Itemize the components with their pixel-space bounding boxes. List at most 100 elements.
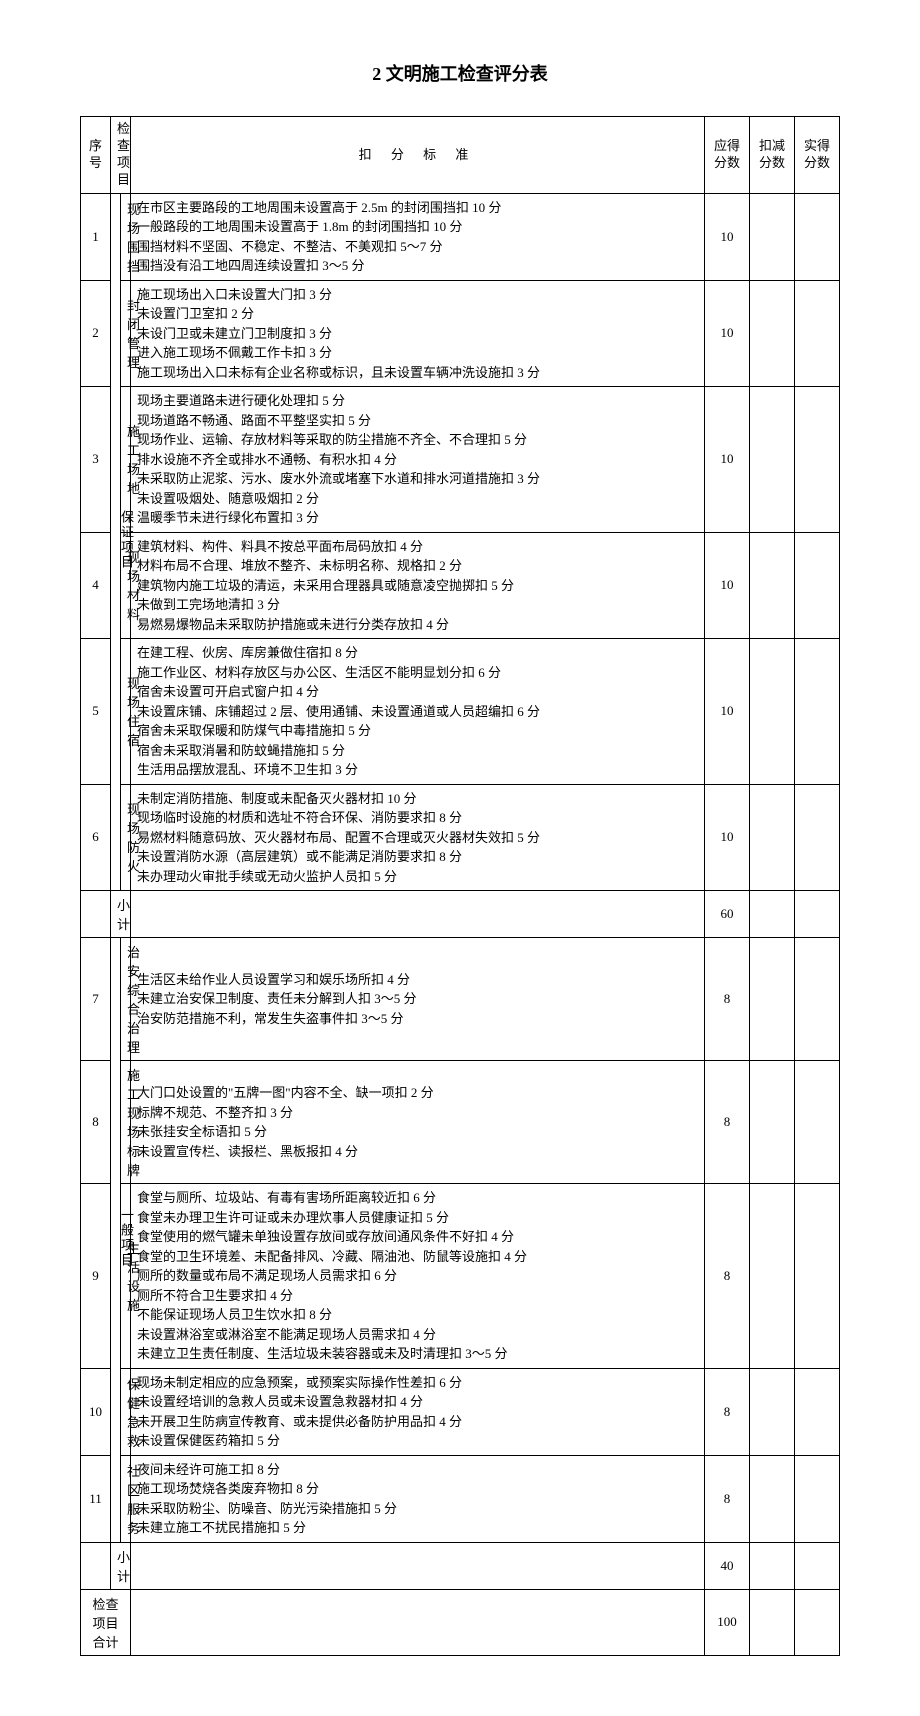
row-item: 现场围挡 xyxy=(121,193,131,280)
row-criteria: 未制定消防措施、制度或未配备灭火器材扣 10 分 现场临时设施的材质和选址不符合… xyxy=(131,784,705,891)
row-criteria: 生活区未给作业人员设置学习和娱乐场所扣 4 分 未建立治安保卫制度、责任未分解到… xyxy=(131,938,705,1061)
table-row: 3 施工场地 现场主要道路未进行硬化处理扣 5 分 现场道路不畅通、路面不平整坚… xyxy=(81,387,840,533)
total-actual xyxy=(795,1589,840,1655)
table-row: 1 保证项目 现场围挡 在市区主要路段的工地周围未设置高于 2.5m 的封闭围挡… xyxy=(81,193,840,280)
row-seq: 10 xyxy=(81,1368,111,1455)
row-actual xyxy=(795,1184,840,1369)
header-row: 序号 检查项目 扣 分 标 准 应得分数 扣减分数 实得分数 xyxy=(81,117,840,194)
row-criteria: 夜间未经许可施工扣 8 分 施工现场焚烧各类废弃物扣 8 分 未采取防粉尘、防噪… xyxy=(131,1455,705,1542)
row-seq: 7 xyxy=(81,938,111,1061)
row-deduct xyxy=(750,193,795,280)
row-deduct xyxy=(750,387,795,533)
table-row: 5 现场住宿 在建工程、伙房、库房兼做住宿扣 8 分 施工作业区、材料存放区与办… xyxy=(81,639,840,785)
row-score: 8 xyxy=(705,938,750,1061)
total-row: 检查项目合计 100 xyxy=(81,1589,840,1655)
row-item: 施工现场标牌 xyxy=(121,1061,131,1184)
row-score: 8 xyxy=(705,1184,750,1369)
row-actual xyxy=(795,784,840,891)
row-score: 8 xyxy=(705,1061,750,1184)
row-deduct xyxy=(750,1368,795,1455)
row-deduct xyxy=(750,1061,795,1184)
row-score: 10 xyxy=(705,193,750,280)
row-score: 10 xyxy=(705,532,750,639)
table-row: 10 保健急救 现场未制定相应的应急预案，或预案实际操作性差扣 6 分 未设置经… xyxy=(81,1368,840,1455)
subtotal-actual xyxy=(795,891,840,938)
subtotal-criteria xyxy=(131,891,705,938)
row-criteria: 食堂与厕所、垃圾站、有毒有害场所距离较近扣 6 分 食堂未办理卫生许可证或未办理… xyxy=(131,1184,705,1369)
row-actual xyxy=(795,1368,840,1455)
subtotal-label: 小计 xyxy=(111,1542,131,1589)
row-seq: 11 xyxy=(81,1455,111,1542)
row-seq: 1 xyxy=(81,193,111,280)
total-deduct xyxy=(750,1589,795,1655)
row-criteria: 现场未制定相应的应急预案，或预案实际操作性差扣 6 分 未设置经培训的急救人员或… xyxy=(131,1368,705,1455)
row-seq: 3 xyxy=(81,387,111,533)
total-criteria xyxy=(131,1589,705,1655)
table-row: 7 一般项目 治安综合治理 生活区未给作业人员设置学习和娱乐场所扣 4 分 未建… xyxy=(81,938,840,1061)
row-seq: 8 xyxy=(81,1061,111,1184)
row-deduct xyxy=(750,280,795,387)
row-actual xyxy=(795,1061,840,1184)
row-seq: 4 xyxy=(81,532,111,639)
subtotal-deduct xyxy=(750,1542,795,1589)
total-score: 100 xyxy=(705,1589,750,1655)
row-seq: 2 xyxy=(81,280,111,387)
subtotal-score: 40 xyxy=(705,1542,750,1589)
header-actual: 实得分数 xyxy=(795,117,840,194)
document-title: 2 文明施工检查评分表 xyxy=(80,60,840,86)
subtotal-deduct xyxy=(750,891,795,938)
category-general: 一般项目 xyxy=(111,938,121,1543)
table-row: 4 现场材料 建筑材料、构件、料具不按总平面布局码放扣 4 分 材料布局不合理、… xyxy=(81,532,840,639)
row-criteria: 在市区主要路段的工地周围未设置高于 2.5m 的封闭围挡扣 10 分 一般路段的… xyxy=(131,193,705,280)
row-actual xyxy=(795,280,840,387)
row-score: 10 xyxy=(705,639,750,785)
row-deduct xyxy=(750,1455,795,1542)
row-actual xyxy=(795,639,840,785)
row-item: 社区服务 xyxy=(121,1455,131,1542)
row-actual xyxy=(795,387,840,533)
subtotal-seq xyxy=(81,1542,111,1589)
header-deduct: 扣减分数 xyxy=(750,117,795,194)
row-score: 10 xyxy=(705,280,750,387)
header-seq: 序号 xyxy=(81,117,111,194)
table-row: 11 社区服务 夜间未经许可施工扣 8 分 施工现场焚烧各类废弃物扣 8 分 未… xyxy=(81,1455,840,1542)
subtotal-label: 小计 xyxy=(111,891,131,938)
header-expected: 应得分数 xyxy=(705,117,750,194)
header-criteria: 扣 分 标 准 xyxy=(131,117,705,194)
table-row: 8 施工现场标牌 大门口处设置的"五牌一图"内容不全、缺一项扣 2 分 标牌不规… xyxy=(81,1061,840,1184)
row-criteria: 大门口处设置的"五牌一图"内容不全、缺一项扣 2 分 标牌不规范、不整齐扣 3 … xyxy=(131,1061,705,1184)
row-criteria: 现场主要道路未进行硬化处理扣 5 分 现场道路不畅通、路面不平整坚实扣 5 分 … xyxy=(131,387,705,533)
row-seq: 6 xyxy=(81,784,111,891)
subtotal-criteria xyxy=(131,1542,705,1589)
row-deduct xyxy=(750,532,795,639)
row-score: 10 xyxy=(705,387,750,533)
row-deduct xyxy=(750,1184,795,1369)
total-label: 检查项目合计 xyxy=(81,1589,131,1655)
table-row: 9 生活设施 食堂与厕所、垃圾站、有毒有害场所距离较近扣 6 分 食堂未办理卫生… xyxy=(81,1184,840,1369)
row-actual xyxy=(795,532,840,639)
row-score: 8 xyxy=(705,1455,750,1542)
table-row: 6 现场防火 未制定消防措施、制度或未配备灭火器材扣 10 分 现场临时设施的材… xyxy=(81,784,840,891)
subtotal-row: 小计 60 xyxy=(81,891,840,938)
row-seq: 9 xyxy=(81,1184,111,1369)
row-criteria: 施工现场出入口未设置大门扣 3 分 未设置门卫室扣 2 分 未设门卫或未建立门卫… xyxy=(131,280,705,387)
row-deduct xyxy=(750,784,795,891)
subtotal-actual xyxy=(795,1542,840,1589)
row-deduct xyxy=(750,938,795,1061)
row-item: 封闭管理 xyxy=(121,280,131,387)
row-score: 10 xyxy=(705,784,750,891)
header-item: 检查项目 xyxy=(111,117,131,194)
table-row: 2 封闭管理 施工现场出入口未设置大门扣 3 分 未设置门卫室扣 2 分 未设门… xyxy=(81,280,840,387)
row-criteria: 建筑材料、构件、料具不按总平面布局码放扣 4 分 材料布局不合理、堆放不整齐、未… xyxy=(131,532,705,639)
row-item: 保健急救 xyxy=(121,1368,131,1455)
row-seq: 5 xyxy=(81,639,111,785)
row-actual xyxy=(795,1455,840,1542)
subtotal-row: 小计 40 xyxy=(81,1542,840,1589)
scoring-table: 序号 检查项目 扣 分 标 准 应得分数 扣减分数 实得分数 1 保证项目 现场… xyxy=(80,116,840,1656)
row-item: 现场防火 xyxy=(121,784,131,891)
row-score: 8 xyxy=(705,1368,750,1455)
subtotal-seq xyxy=(81,891,111,938)
category-guarantee: 保证项目 xyxy=(111,193,121,891)
row-item: 治安综合治理 xyxy=(121,938,131,1061)
row-item: 现场住宿 xyxy=(121,639,131,785)
